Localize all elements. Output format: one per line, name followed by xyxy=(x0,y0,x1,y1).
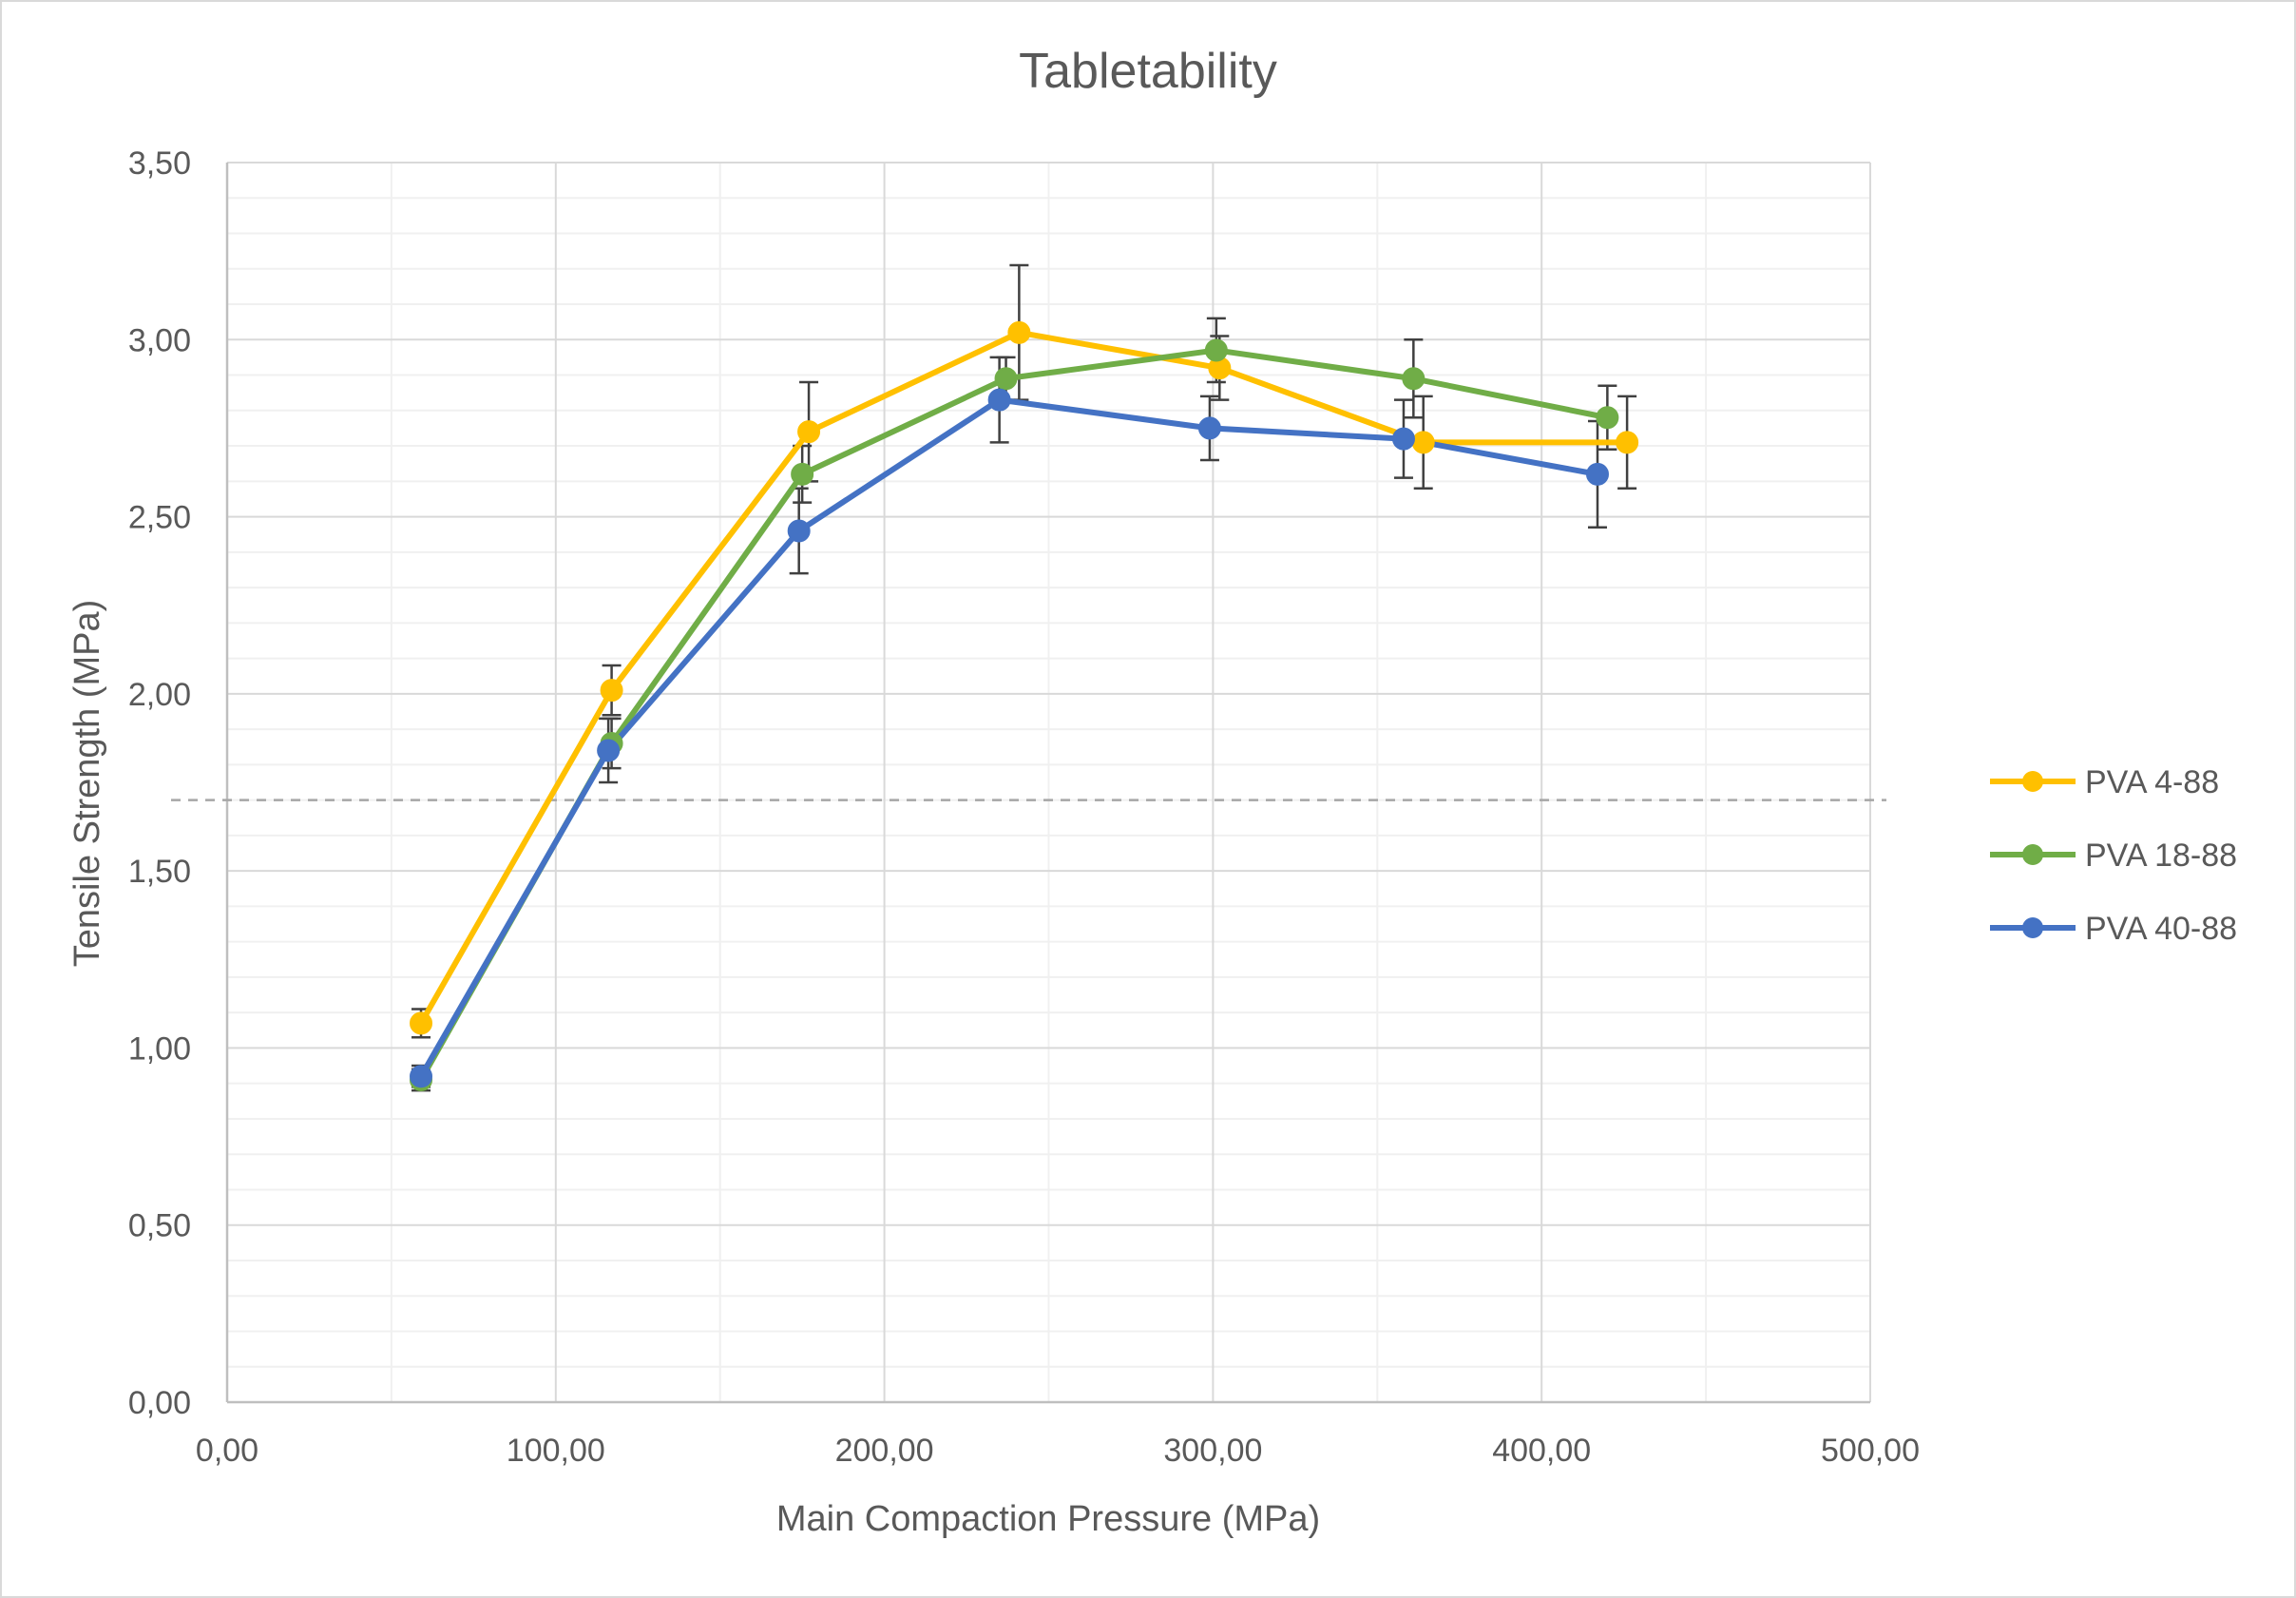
x-tick-label: 100,00 xyxy=(507,1433,605,1469)
x-tick-label: 200,00 xyxy=(835,1433,934,1469)
legend-marker xyxy=(2022,771,2043,792)
series-lines xyxy=(418,329,1628,1082)
y-tick-label: 1,00 xyxy=(128,1030,191,1067)
x-tick-label: 500,00 xyxy=(1821,1433,1920,1469)
data-point xyxy=(1585,462,1609,486)
data-point xyxy=(1204,338,1228,362)
y-tick-label: 0,50 xyxy=(128,1208,191,1244)
data-point xyxy=(1596,406,1619,430)
legend-marker xyxy=(2022,917,2043,938)
y-axis-title: Tensile Strength (MPa) xyxy=(67,600,107,968)
y-tick-label: 2,00 xyxy=(128,677,191,713)
data-point xyxy=(1007,320,1031,344)
x-tick-label: 300,00 xyxy=(1163,1433,1262,1469)
data-point xyxy=(791,462,814,486)
data-point xyxy=(1616,431,1639,454)
axes xyxy=(225,163,1870,1404)
minor-gridlines xyxy=(227,163,1870,1402)
legend: PVA 4-88 PVA 18-88 PVA 40-88 xyxy=(1990,764,2237,947)
data-point xyxy=(987,388,1011,412)
chart-title: Tabletability xyxy=(1019,44,1277,99)
y-tick-label: 3,00 xyxy=(128,322,191,358)
legend-label: PVA 4-88 xyxy=(2085,764,2219,800)
x-tick-label: 400,00 xyxy=(1492,1433,1591,1469)
data-point xyxy=(1402,367,1425,391)
x-tick-labels: 0,00 100,00 200,00 300,00 400,00 500,00 xyxy=(196,1433,1920,1469)
data-point xyxy=(410,1065,433,1088)
data-point xyxy=(787,519,811,543)
series-line xyxy=(418,396,1598,1078)
y-tick-label: 2,50 xyxy=(128,500,191,536)
data-point xyxy=(597,739,621,762)
y-tick-label: 0,00 xyxy=(128,1385,191,1421)
x-axis-title: Main Compaction Pressure (MPa) xyxy=(776,1499,1320,1539)
y-tick-label: 3,50 xyxy=(128,145,191,182)
legend-marker xyxy=(2022,844,2043,865)
legend-label: PVA 40-88 xyxy=(2085,911,2237,947)
y-tick-labels: 0,00 0,50 1,00 1,50 2,00 2,50 3,00 3,50 xyxy=(128,145,191,1421)
series-points xyxy=(410,320,1639,1091)
data-point xyxy=(1411,431,1435,454)
series-line xyxy=(418,329,1628,1025)
data-point xyxy=(1391,427,1415,451)
data-point xyxy=(1197,416,1221,440)
y-tick-label: 1,50 xyxy=(128,854,191,890)
data-point xyxy=(797,420,821,444)
data-point xyxy=(994,367,1018,391)
data-point xyxy=(410,1011,433,1035)
legend-label: PVA 18-88 xyxy=(2085,838,2237,874)
data-point xyxy=(600,679,623,703)
x-tick-label: 0,00 xyxy=(196,1433,258,1469)
